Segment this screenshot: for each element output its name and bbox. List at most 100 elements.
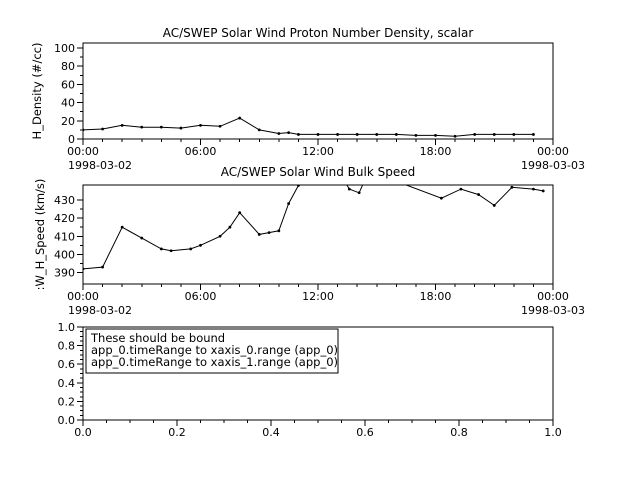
density-x-tick-label: 06:00 (185, 145, 217, 158)
speed-data-point (477, 193, 480, 196)
density-data-point (336, 133, 339, 136)
density-data-point (355, 133, 359, 136)
blank-y-tick-label: 0.0 (58, 414, 76, 427)
speed-end-date-label: 1998-03-03 (521, 304, 585, 317)
speed-data-point (287, 202, 291, 206)
speed-y-tick-label: 420 (54, 212, 75, 225)
density-data-point (473, 133, 477, 136)
speed-data-point (492, 204, 496, 207)
speed-data-point (532, 187, 535, 191)
density-data-point (512, 133, 516, 136)
speed-x-tick-label: 18:00 (420, 290, 452, 303)
density-plot-area[interactable] (82, 42, 554, 140)
blank-x-tick-label: 1.0 (544, 426, 562, 439)
speed-y-tick-label: 430 (54, 194, 75, 207)
speed-start-date-label: 1998-03-02 (68, 304, 132, 317)
density-plot-title: AC/SWEP Solar Wind Proton Number Density… (163, 26, 474, 40)
blank-y-axis: 0.0 0.2 0.4 0.6 0.8 1.0 (58, 321, 83, 427)
speed-data-point (83, 267, 85, 271)
density-data-point (159, 125, 163, 129)
blank-y-tick-label: 1.0 (58, 321, 76, 334)
density-y-tick-label: 20 (61, 115, 75, 128)
speed-data-point (541, 189, 545, 193)
speed-data-point (120, 225, 124, 229)
blank-x-tick-label: 0.0 (74, 426, 92, 439)
speed-plot-area[interactable] (82, 184, 554, 285)
density-data-point (179, 126, 183, 130)
density-y-tick-label: 100 (54, 42, 75, 55)
speed-y-tick-label: 390 (54, 267, 75, 280)
density-data-point (257, 128, 261, 132)
bindings-annotation-line: app_0.timeRange to xaxis_0.range (app_0) (91, 343, 338, 357)
density-plot: 00:00 06:00 12:00 18:00 00:00020406080100AC/… (30, 26, 585, 172)
density-data-point (297, 133, 300, 136)
speed-y-tick-label: 410 (54, 230, 75, 243)
blank-x-tick-label: 0.4 (262, 426, 280, 439)
speed-data-point (459, 187, 463, 191)
blank-x-tick-label: 0.8 (450, 426, 468, 439)
density-data-point (287, 131, 291, 135)
density-data-point (316, 133, 320, 136)
density-data-point (83, 128, 85, 132)
density-y-tick-label: 80 (61, 60, 75, 73)
density-start-date-label: 1998-03-02 (68, 159, 132, 172)
density-data-point (453, 134, 457, 138)
density-data-point (238, 116, 242, 120)
blank-plot: 0.0 0.2 0.4 0.6 0.8 1.0 0.0 0.2 0.4 0.6 0.8 1.0 Thes… (58, 321, 562, 439)
blank-y-tick-label: 0.8 (58, 340, 76, 353)
bindings-annotation-line: app_0.timeRange to xaxis_1.range (app_0) (91, 355, 338, 369)
blank-y-minor-ticks (80, 326, 83, 421)
blank-y-tick-label: 0.2 (58, 395, 76, 408)
density-data-point (101, 127, 104, 131)
speed-data-point (347, 187, 351, 191)
speed-series (83, 185, 545, 271)
blank-y-tick-label: 0.4 (58, 377, 76, 390)
blank-y-tick-label: 0.6 (58, 358, 76, 371)
speed-data-point (140, 236, 144, 240)
speed-y-tick-label: 400 (54, 248, 75, 261)
blank-x-axis: 0.0 0.2 0.4 0.6 0.8 1.0 (74, 420, 562, 439)
density-x-tick-label: 18:00 (420, 145, 452, 158)
density-y-axis: 0 20 40 60 80 100 (54, 42, 83, 146)
speed-data-point (510, 185, 514, 189)
speed-data-point (267, 231, 271, 235)
speed-data-point (228, 225, 232, 229)
density-x-tick-label: 00:00 (537, 145, 569, 158)
speed-plot: 00:00 06:00 12:00 18:00 00:00 390 400 410 420 430… (33, 165, 585, 317)
density-data-point (277, 132, 281, 135)
speed-x-axis: 00:00 06:00 12:00 18:00 00:00 (67, 284, 569, 303)
blank-x-minor-ticks (82, 420, 554, 423)
density-end-date-label: 1998-03-03 (521, 159, 585, 172)
density-y-tick-label: 60 (61, 78, 75, 91)
speed-y-axis: 390 400 410 420 430 (54, 194, 83, 280)
speed-data-point (199, 243, 202, 247)
density-y-axis-label: H_Density (#/cc) (30, 43, 44, 140)
speed-series-line (83, 185, 544, 270)
speed-data-point (297, 185, 300, 187)
speed-x-tick-label: 06:00 (185, 290, 217, 303)
blank-x-tick-label: 0.6 (356, 426, 374, 439)
speed-data-point (101, 265, 104, 269)
density-x-tick-label: 12:00 (302, 145, 334, 158)
density-data-point (394, 133, 398, 136)
density-data-point (140, 125, 144, 129)
speed-x-tick-label: 00:00 (537, 290, 569, 303)
speed-data-point (189, 247, 193, 251)
bindings-annotation-border (85, 328, 339, 374)
bindings-annotation-line: These should be bound (90, 331, 225, 345)
density-data-point (199, 123, 202, 127)
speed-data-point (357, 191, 361, 195)
speed-plot-title: AC/SWEP Solar Wind Bulk Speed (221, 165, 415, 179)
density-x-tick-label: 00:00 (67, 145, 99, 158)
speed-data-point (218, 234, 222, 238)
density-data-point (532, 133, 535, 136)
density-data-point (492, 133, 496, 136)
speed-x-tick-label: 00:00 (67, 290, 99, 303)
density-data-point (218, 124, 222, 128)
speed-data-point (169, 249, 173, 253)
density-series (83, 116, 535, 138)
speed-data-point (159, 247, 163, 251)
density-x-axis: 00:00 06:00 12:00 18:00 00:00 (67, 139, 569, 158)
